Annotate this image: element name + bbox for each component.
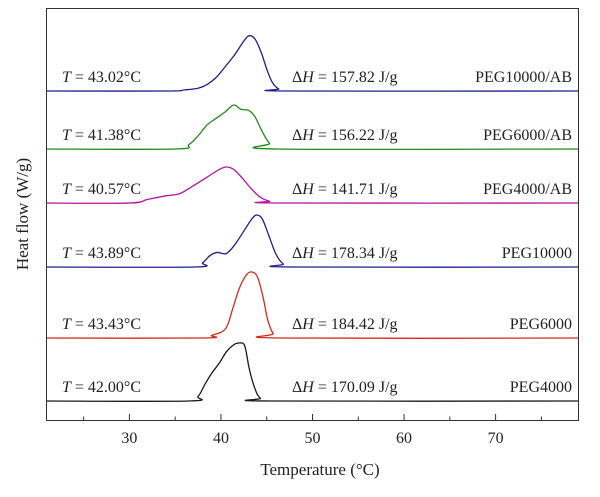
- x-tick-label: 70: [488, 430, 504, 447]
- series-curves: [46, 35, 579, 402]
- series-line-peg10000: [46, 214, 579, 268]
- series-name-label: PEG10000/AB: [475, 69, 572, 86]
- series-line-peg10000-ab: [46, 35, 579, 92]
- series-line-peg6000-ab: [46, 104, 579, 151]
- peak-temperature-label: T = 43.89°C: [62, 245, 141, 262]
- series-line-peg6000: [46, 271, 579, 339]
- y-axis-title: Heat flow (W/g): [13, 158, 32, 270]
- x-tick-label: 40: [213, 430, 229, 447]
- series-labels: T = 43.02°C ΔH = 157.82 J/g PEG10000/AB T =…: [62, 69, 572, 396]
- series-name-label: PEG4000/AB: [483, 181, 572, 198]
- peak-temperature-label: T = 43.02°C: [62, 69, 141, 86]
- enthalpy-label: ΔH = 157.82 J/g: [292, 69, 398, 86]
- series-name-label: PEG4000: [510, 379, 572, 396]
- enthalpy-label: ΔH = 184.42 J/g: [292, 316, 398, 333]
- plot-frame: [46, 8, 579, 421]
- enthalpy-label: ΔH = 178.34 J/g: [292, 245, 398, 262]
- series-name-label: PEG10000: [502, 245, 572, 262]
- x-tick-label: 60: [396, 430, 412, 447]
- x-tick-label: 50: [305, 430, 321, 447]
- enthalpy-label: ΔH = 156.22 J/g: [292, 127, 398, 144]
- series-name-label: PEG6000: [510, 316, 572, 333]
- peak-temperature-label: T = 40.57°C: [62, 181, 141, 198]
- peak-temperature-label: T = 41.38°C: [62, 127, 141, 144]
- enthalpy-label: ΔH = 170.09 J/g: [292, 379, 398, 396]
- series-line-peg4000: [46, 342, 579, 402]
- peak-temperature-label: T = 42.00°C: [62, 379, 141, 396]
- x-axis-ticks: 30 40 50 60 70: [83, 414, 542, 447]
- series-line-peg4000-ab: [46, 166, 579, 204]
- series-name-label: PEG6000/AB: [483, 127, 572, 144]
- x-axis-title: Temperature (°C): [260, 460, 379, 479]
- x-tick-label: 30: [121, 430, 137, 447]
- peak-temperature-label: T = 43.43°C: [62, 316, 141, 333]
- enthalpy-label: ΔH = 141.71 J/g: [292, 181, 398, 198]
